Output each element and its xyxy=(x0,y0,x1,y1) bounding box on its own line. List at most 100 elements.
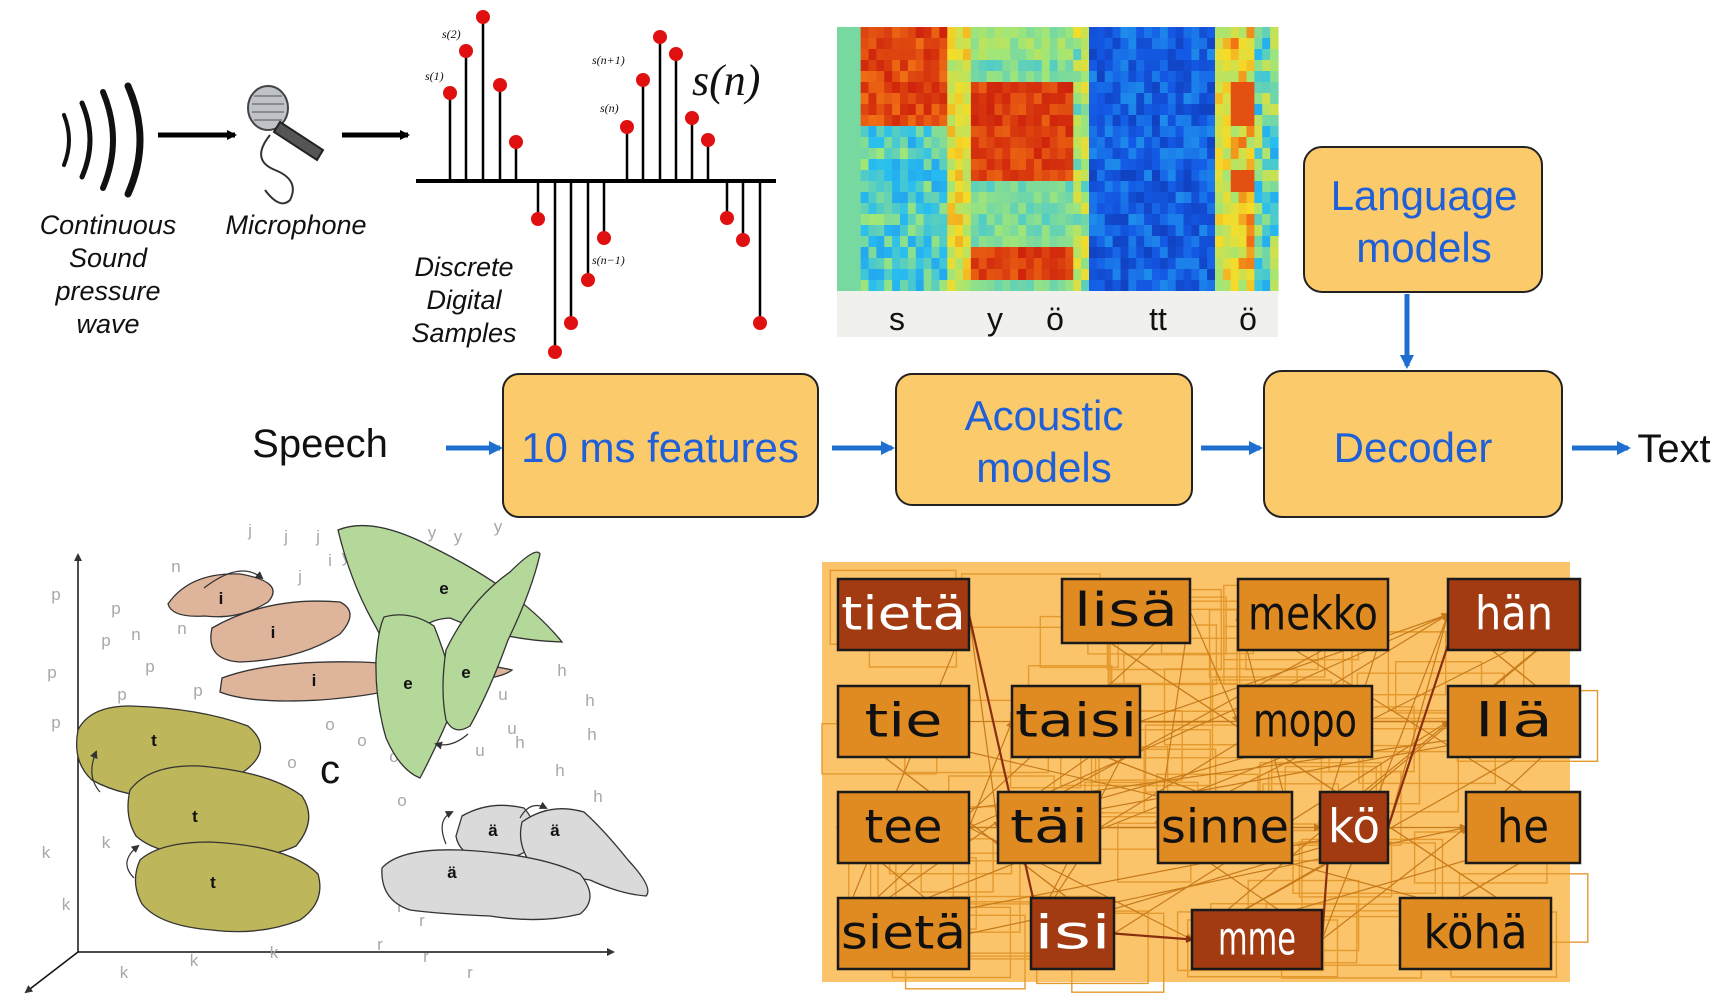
lattice-word-box xyxy=(836,684,971,759)
lattice-word-box xyxy=(1236,684,1374,759)
sample-label-sn-minus-1: s(n−1) xyxy=(592,253,625,267)
spectrogram-cell xyxy=(1018,280,1027,292)
spectrogram-cell xyxy=(1270,170,1279,182)
spectrogram-cell xyxy=(844,247,854,259)
spectrogram-cell xyxy=(907,104,917,116)
acoustic-models-box[interactable]: Acoustic models xyxy=(895,373,1193,506)
spectrogram-cell xyxy=(1144,115,1153,127)
spectrogram-cell xyxy=(860,49,870,61)
spectrogram-cell xyxy=(1152,82,1161,94)
spectrogram-cell xyxy=(1222,258,1232,270)
spectrogram-cell xyxy=(970,192,980,204)
spectrogram-cell xyxy=(931,71,940,83)
spectrogram-cell xyxy=(1238,214,1248,226)
spectrogram-cell xyxy=(978,214,988,226)
spectrogram-cell xyxy=(1033,38,1043,50)
spectrogram-cell xyxy=(1222,159,1232,171)
spectrogram-cell xyxy=(1104,137,1114,149)
lattice-word: mme xyxy=(1218,912,1296,966)
spectrogram-cell xyxy=(1175,148,1185,160)
spectrogram-cell xyxy=(1033,82,1043,94)
phoneme-2: y xyxy=(987,301,1003,337)
spectrogram-cell xyxy=(1128,269,1137,281)
spectrogram-cell xyxy=(1230,126,1240,138)
spectrogram-cell xyxy=(1207,236,1216,248)
spectrogram-cell xyxy=(1128,93,1137,105)
spectrogram-cell xyxy=(1104,170,1114,182)
spectrogram-cell xyxy=(1159,60,1169,72)
spectrogram-cell xyxy=(1175,181,1185,193)
spectrogram-cell xyxy=(884,137,893,149)
decoder-box[interactable]: Decoder xyxy=(1263,370,1563,518)
spectrogram-cell xyxy=(1270,280,1279,292)
spectrogram-cell xyxy=(1199,60,1208,72)
spectrogram-cell xyxy=(884,82,893,94)
spectrogram-cell xyxy=(1199,214,1208,226)
spectrogram-cell xyxy=(852,225,862,237)
spectrogram-cell xyxy=(1270,27,1279,39)
spectrogram-cell xyxy=(931,236,940,248)
scatter-letter: j xyxy=(315,527,320,546)
spectrogram-cell xyxy=(1270,49,1279,61)
spectrogram-cell xyxy=(1057,49,1066,61)
spectrogram-cell xyxy=(994,269,1003,281)
spectrogram-cell xyxy=(923,258,933,270)
spectrogram-cell xyxy=(907,236,917,248)
spectrogram-cell xyxy=(1183,181,1192,193)
spectrogram-cell xyxy=(1191,258,1200,270)
spectrogram-cell xyxy=(1183,203,1192,215)
spectrogram-cell xyxy=(986,27,996,39)
spectrogram-cell xyxy=(1183,192,1192,204)
spectrogram-cell xyxy=(1230,225,1240,237)
spectrogram-cell xyxy=(1136,60,1145,72)
spectrogram-cell xyxy=(939,203,948,215)
spectrogram-cell xyxy=(1167,214,1177,226)
space-center-label: c xyxy=(320,748,340,792)
spectrogram-cell xyxy=(1033,159,1043,171)
spectrogram-cell xyxy=(923,115,933,127)
spectrogram-cell xyxy=(1207,71,1216,83)
spectrogram-cell xyxy=(892,159,901,171)
spectrogram-cell xyxy=(892,49,901,61)
language-models-box[interactable]: Language models xyxy=(1303,146,1543,293)
spectrogram-cell xyxy=(892,214,901,226)
spectrogram-cell xyxy=(1041,27,1051,39)
spectrogram-cell xyxy=(1081,104,1090,116)
spectrogram-cell xyxy=(1120,280,1129,292)
spectrogram-cell xyxy=(1018,203,1027,215)
spectrogram-cell xyxy=(852,280,862,292)
spectrogram-cell xyxy=(876,71,885,83)
spectrogram-cell xyxy=(837,148,846,160)
spectrogram-cell xyxy=(1199,93,1208,105)
spectrogram-cell xyxy=(1081,247,1090,259)
cluster-label-e-3: e xyxy=(461,663,470,682)
spectrogram-cell xyxy=(1033,93,1043,105)
spectrogram-cell xyxy=(1222,148,1232,160)
spectrogram-cell xyxy=(931,280,940,292)
spectrogram-cell xyxy=(1089,38,1098,50)
spectrogram-cell xyxy=(1073,269,1082,281)
spectrogram-cell xyxy=(852,82,862,94)
acoustic-label-line-2: models xyxy=(976,444,1111,491)
spectrogram-cell xyxy=(1128,214,1137,226)
spectrogram-cell xyxy=(852,60,862,72)
spectrogram-cell xyxy=(1128,137,1137,149)
features-box[interactable]: 10 ms features xyxy=(502,373,819,518)
spectrogram-cell xyxy=(1136,104,1145,116)
spectrogram-cell xyxy=(1262,236,1271,248)
spectrogram-cell xyxy=(1128,280,1137,292)
spectrogram-cell xyxy=(1238,60,1248,72)
spectrogram-cell xyxy=(1081,192,1090,204)
spectrogram-cell xyxy=(1049,115,1059,127)
spectrogram-cell xyxy=(1152,137,1161,149)
spectrogram-cell xyxy=(1112,126,1122,138)
wave-label-line-4: wave xyxy=(76,309,139,339)
spectrogram-cell xyxy=(970,115,980,127)
scatter-letter: r xyxy=(467,963,473,982)
spectrogram-cell xyxy=(978,71,988,83)
spectrogram-cell xyxy=(963,60,972,72)
spectrogram-cell xyxy=(947,170,956,182)
spectrogram-cell xyxy=(884,225,893,237)
spectrogram-cell xyxy=(1152,126,1161,138)
spectrogram-cell xyxy=(1207,280,1216,292)
